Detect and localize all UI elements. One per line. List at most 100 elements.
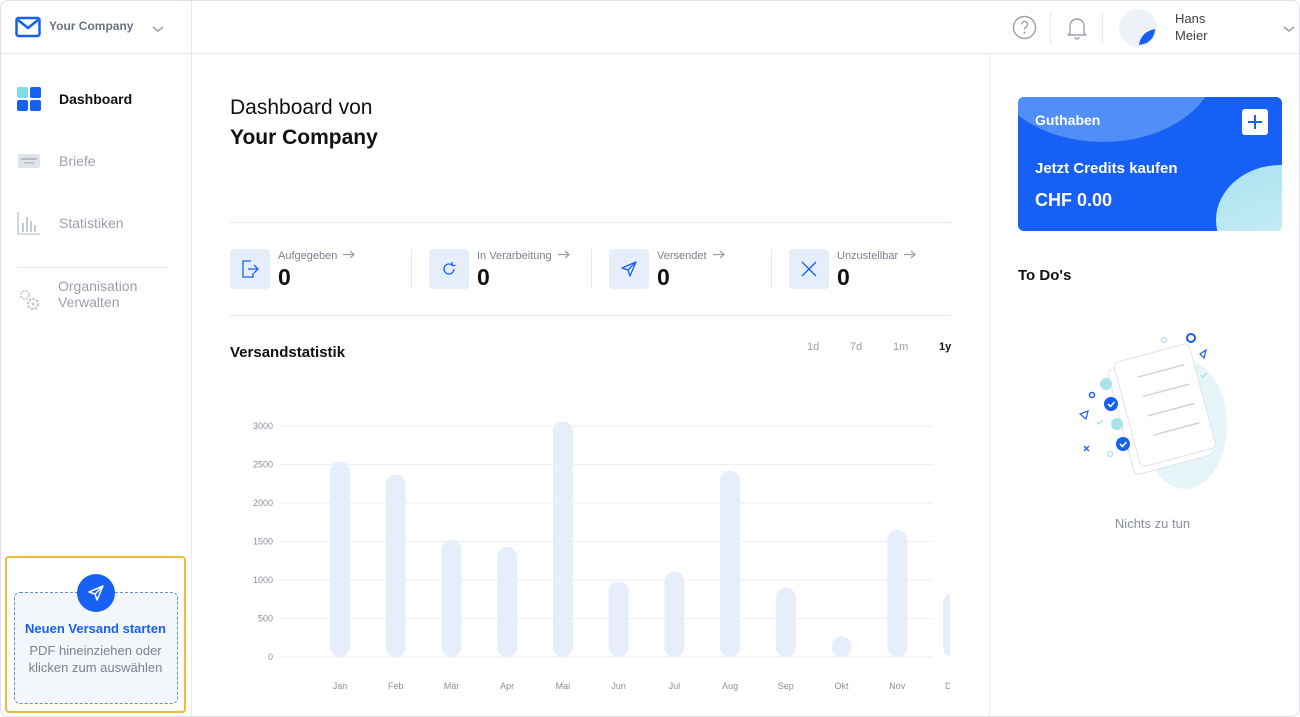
arrow-right-icon[interactable] xyxy=(343,250,356,262)
stat-value: 0 xyxy=(837,264,850,290)
processing-icon xyxy=(429,249,469,289)
user-first-name[interactable]: Hans xyxy=(1175,11,1206,26)
sidebar-item-label: Statistiken xyxy=(59,215,124,231)
bar xyxy=(831,636,852,657)
bar xyxy=(441,539,462,657)
bar xyxy=(943,593,950,657)
company-switcher[interactable]: Your Company xyxy=(1,1,192,54)
divider xyxy=(230,222,951,223)
stat-value: 0 xyxy=(477,264,490,290)
arrow-right-icon[interactable] xyxy=(712,250,725,262)
sidebar-item-label[interactable]: Verwalten xyxy=(58,294,120,310)
shipping-chart: 0 500 1000 1500 2000 2500 3000 Jan Feb Mär Apr Mai J… xyxy=(253,421,950,691)
bar xyxy=(497,546,518,657)
range-1d[interactable]: 1d xyxy=(807,341,820,353)
bar xyxy=(552,421,573,657)
upload-subtitle[interactable]: PDF hineinziehen oder klicken zum auswäh… xyxy=(28,643,163,675)
x-tick-label: Nov xyxy=(889,681,906,691)
y-tick-label: 0 xyxy=(268,652,273,662)
y-tick-label: 500 xyxy=(258,614,273,624)
sidebar-item-label: Briefe xyxy=(59,153,96,169)
y-tick-label: 2500 xyxy=(253,460,273,470)
divider xyxy=(1102,11,1103,45)
card-decoration xyxy=(1216,165,1282,231)
sidebar: Dashboard Briefe Statistiken Organisatio… xyxy=(1,54,192,716)
empty-todo-illustration xyxy=(1078,333,1227,489)
chevron-down-icon[interactable] xyxy=(151,21,165,39)
bar xyxy=(720,470,741,657)
upload-dropzone-highlight: Neuen Versand starten PDF hineinziehen o… xyxy=(5,556,186,713)
y-tick-label: 2000 xyxy=(253,498,273,508)
stat-label: In Verarbeitung xyxy=(477,250,552,262)
statistics-icon xyxy=(17,211,41,235)
submitted-icon xyxy=(230,249,270,289)
sidebar-item-briefe[interactable]: Briefe xyxy=(17,146,96,176)
user-last-name[interactable]: Meier xyxy=(1175,28,1208,43)
chart-section-title: Versandstatistik xyxy=(230,344,346,361)
bar xyxy=(330,461,350,657)
dashboard-icon xyxy=(17,87,41,111)
chevron-down-icon[interactable] xyxy=(1282,21,1296,39)
divider xyxy=(230,315,951,316)
sidebar-item-organisation[interactable] xyxy=(17,279,41,319)
plus-icon xyxy=(1248,115,1262,129)
x-tick-label: Mär xyxy=(444,681,460,691)
credit-card[interactable]: Guthaben Jetzt Credits kaufen CHF 0.00 xyxy=(1018,97,1282,231)
undeliverable-icon xyxy=(789,249,829,289)
page-title-company: Your Company xyxy=(230,126,378,149)
stat-value: 0 xyxy=(278,264,291,290)
x-tick-label: Jul xyxy=(669,681,681,691)
bar xyxy=(608,581,629,657)
top-bar: Your Company Hans Meier xyxy=(1,1,1299,54)
range-1y[interactable]: 1y xyxy=(939,341,952,353)
credit-amount: CHF 0.00 xyxy=(1035,190,1113,210)
arrow-right-icon[interactable] xyxy=(557,250,570,262)
page-title: Dashboard von xyxy=(230,96,373,119)
divider xyxy=(411,249,412,289)
stat-value: 0 xyxy=(657,264,670,290)
sidebar-item-label[interactable]: Organisation xyxy=(58,278,138,294)
add-credits-button[interactable] xyxy=(1242,109,1268,135)
company-name: Your Company xyxy=(49,19,134,33)
y-tick-label: 1500 xyxy=(253,537,273,547)
x-tick-label: Jan xyxy=(333,681,348,691)
avatar[interactable] xyxy=(1119,9,1157,47)
range-1m[interactable]: 1m xyxy=(893,341,909,353)
x-tick-label: Mai xyxy=(556,681,571,691)
bar xyxy=(775,587,796,657)
todo-title: To Do's xyxy=(1018,267,1072,284)
buy-credits-link[interactable]: Jetzt Credits kaufen xyxy=(1035,160,1178,177)
divider xyxy=(591,249,592,289)
main-content: Dashboard von Your Company Aufgegeben 0 … xyxy=(192,54,989,716)
divider xyxy=(17,267,169,268)
sidebar-item-statistiken[interactable]: Statistiken xyxy=(17,208,124,238)
x-tick-label: Apr xyxy=(500,681,514,691)
send-icon[interactable] xyxy=(77,574,115,612)
mail-logo-icon xyxy=(15,15,41,44)
bar xyxy=(385,474,406,657)
range-7d[interactable]: 7d xyxy=(850,341,863,353)
stat-label: Unzustellbar xyxy=(837,250,899,262)
x-tick-label: Sep xyxy=(778,681,794,691)
stat-label: Aufgegeben xyxy=(278,250,338,262)
divider xyxy=(1050,11,1051,45)
bar xyxy=(887,529,908,657)
sidebar-item-label: Dashboard xyxy=(59,91,133,107)
x-tick-label: Aug xyxy=(722,681,738,691)
gear-icon xyxy=(17,287,41,311)
letters-icon xyxy=(17,149,41,173)
sidebar-item-dashboard[interactable]: Dashboard xyxy=(17,84,132,114)
arrow-right-icon[interactable] xyxy=(904,250,917,262)
credit-title: Guthaben xyxy=(1035,112,1101,128)
x-tick-label: Feb xyxy=(388,681,404,691)
x-tick-label: Dez xyxy=(945,681,950,691)
stat-label: Versendet xyxy=(657,250,707,262)
bell-icon[interactable] xyxy=(1065,15,1089,45)
y-tick-label: 1000 xyxy=(253,575,273,585)
x-tick-label: Jun xyxy=(611,681,626,691)
help-icon[interactable] xyxy=(1012,15,1037,45)
empty-state-label: Nichts zu tun xyxy=(1114,516,1191,531)
x-tick-label: Okt xyxy=(835,681,850,691)
upload-title[interactable]: Neuen Versand starten xyxy=(25,621,166,636)
